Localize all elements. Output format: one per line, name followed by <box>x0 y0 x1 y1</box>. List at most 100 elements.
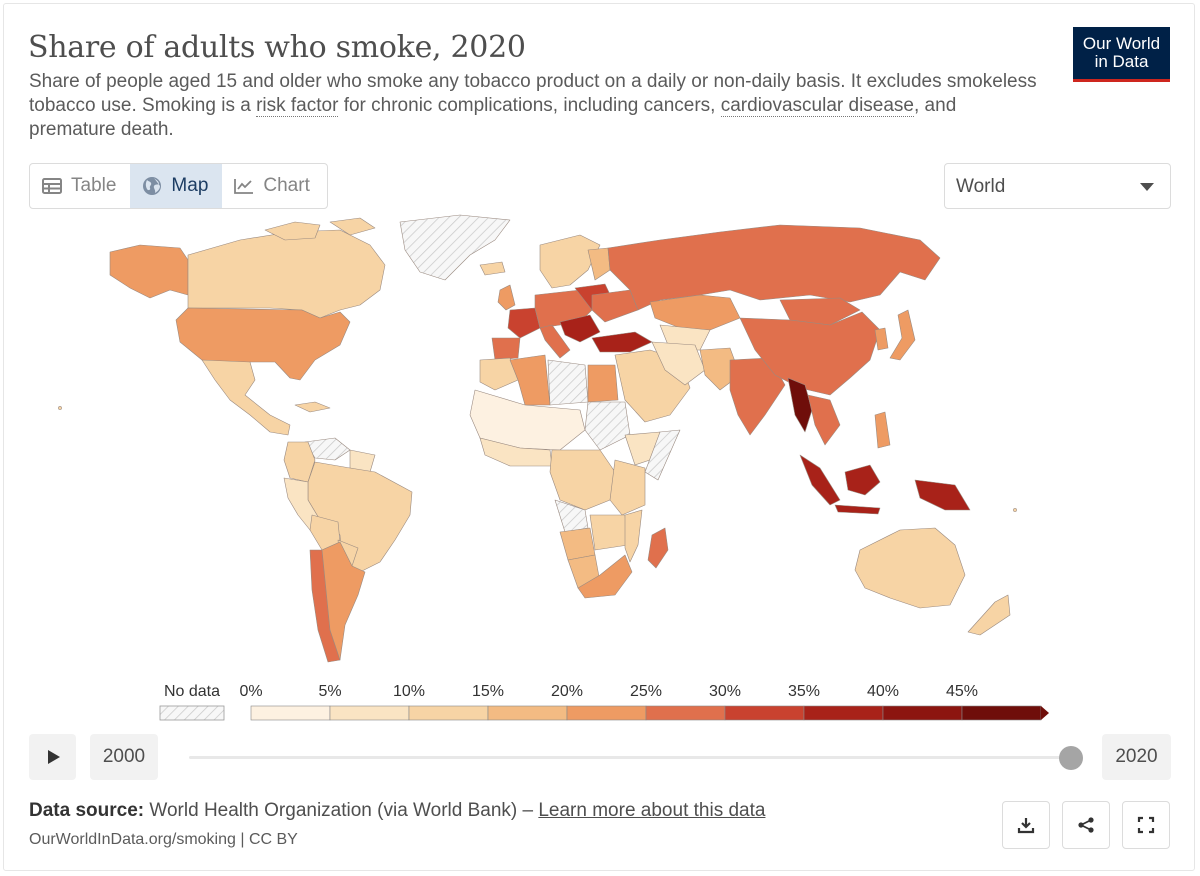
region-somalia[interactable] <box>644 429 681 481</box>
tab-chart[interactable]: Chart <box>222 164 323 208</box>
region-italy[interactable] <box>539 324 571 359</box>
data-source-label: Data source: <box>29 800 145 821</box>
legend-swatch[interactable] <box>724 705 805 721</box>
region-korea[interactable] <box>874 327 889 351</box>
region-caribbean[interactable] <box>294 401 331 413</box>
region-thailand[interactable] <box>807 394 841 446</box>
legend-swatch[interactable] <box>882 705 963 721</box>
region-russia[interactable] <box>607 224 941 311</box>
legend-swatch[interactable] <box>408 705 489 721</box>
region-angola[interactable] <box>559 527 596 561</box>
region-argentina[interactable] <box>321 541 366 661</box>
region-zambia[interactable] <box>589 514 629 551</box>
region-usa[interactable] <box>175 307 351 381</box>
legend-tick-label: 30% <box>709 683 741 700</box>
region-myanmar[interactable] <box>787 377 813 433</box>
region-borneo[interactable] <box>844 464 881 496</box>
owid-logo[interactable]: Our World in Data <box>1073 27 1170 82</box>
region-france[interactable] <box>507 307 541 339</box>
logo-line-2: in Data <box>1094 52 1149 71</box>
legend-arrow-tip <box>1041 706 1049 720</box>
region-greenland[interactable] <box>399 214 511 281</box>
region-arctic-islands[interactable] <box>264 217 376 241</box>
learn-more-link[interactable]: Learn more about this data <box>538 800 766 821</box>
tab-map-label: Map <box>171 175 209 196</box>
timeline-track[interactable] <box>189 756 1073 759</box>
region-new-guinea[interactable] <box>914 479 971 511</box>
cardiovascular-disease-link[interactable]: cardiovascular disease <box>720 95 914 117</box>
tab-map[interactable]: Map <box>130 164 223 208</box>
region-finland[interactable] <box>587 247 611 281</box>
region-sudan[interactable] <box>584 401 631 451</box>
region-central-africa[interactable] <box>549 449 616 511</box>
legend-tick-label: 0% <box>239 683 262 700</box>
line-chart-icon <box>234 179 254 194</box>
legend-tick-label: 40% <box>867 683 899 700</box>
legend-swatch[interactable] <box>961 705 1042 721</box>
legend-no-data-label: No data <box>164 683 220 700</box>
legend-swatch[interactable] <box>250 705 331 721</box>
region-mexico[interactable] <box>201 359 291 436</box>
region-philippines[interactable] <box>874 411 891 449</box>
region-mozambique[interactable] <box>624 509 643 563</box>
view-tabs: Table Map Chart <box>29 163 328 209</box>
legend-tick-label: 5% <box>318 683 341 700</box>
region-australia[interactable] <box>854 527 966 609</box>
region-china[interactable] <box>739 311 881 396</box>
region-alaska[interactable] <box>109 244 189 299</box>
chevron-down-icon <box>1140 183 1154 191</box>
region-new-zealand[interactable] <box>967 594 1011 636</box>
region-kazakhstan[interactable] <box>649 294 741 331</box>
download-button[interactable] <box>1002 801 1050 849</box>
region-east-africa[interactable] <box>609 459 646 516</box>
legend-tick-label: 15% <box>472 683 504 700</box>
risk-factor-link[interactable]: risk factor <box>256 95 339 117</box>
region-japan[interactable] <box>889 309 916 361</box>
chart-subtitle: Share of people aged 15 and older who sm… <box>29 70 1039 142</box>
region-south-africa[interactable] <box>577 554 633 599</box>
download-icon <box>1017 818 1035 834</box>
region-select[interactable]: World <box>944 163 1171 209</box>
share-icon <box>1078 817 1094 833</box>
region-java[interactable] <box>834 504 881 515</box>
region-libya[interactable] <box>547 359 589 406</box>
logo-line-1: Our World <box>1082 34 1161 53</box>
legend-tick-label: 45% <box>946 683 978 700</box>
timeline-start-year[interactable]: 2000 <box>90 734 158 780</box>
fullscreen-icon <box>1137 816 1155 834</box>
region-spain[interactable] <box>491 337 521 361</box>
legend-swatch[interactable] <box>487 705 568 721</box>
chart-frame <box>3 3 1195 871</box>
region-iran[interactable] <box>651 341 706 386</box>
region-mongolia[interactable] <box>779 297 861 326</box>
tab-table[interactable]: Table <box>30 164 130 208</box>
region-iceland[interactable] <box>479 261 506 276</box>
play-button[interactable] <box>29 734 76 780</box>
timeline-handle[interactable] <box>1059 746 1083 770</box>
subtitle-text: , and premature death. <box>29 95 957 140</box>
region-algeria[interactable] <box>509 354 551 406</box>
region-hawaii[interactable] <box>58 406 62 410</box>
region-sumatra[interactable] <box>799 454 841 506</box>
data-source: Data source: World Health Organization (… <box>29 800 765 822</box>
region-scandinavia[interactable] <box>539 234 601 289</box>
legend-swatch[interactable] <box>329 705 410 721</box>
region-morocco[interactable] <box>479 357 519 391</box>
legend-swatch[interactable] <box>645 705 726 721</box>
legend-swatch[interactable] <box>803 705 884 721</box>
fullscreen-button[interactable] <box>1122 801 1170 849</box>
share-button[interactable] <box>1062 801 1110 849</box>
play-icon <box>48 750 60 764</box>
region-pacific-islands[interactable] <box>1013 508 1017 512</box>
region-uk[interactable] <box>497 284 516 311</box>
legend-swatch[interactable] <box>566 705 647 721</box>
region-canada[interactable] <box>187 229 386 319</box>
region-madagascar[interactable] <box>647 527 669 569</box>
region-turkey[interactable] <box>591 331 653 353</box>
globe-icon <box>143 177 162 195</box>
region-ukraine[interactable] <box>591 289 639 323</box>
citation: OurWorldInData.org/smoking | CC BY <box>29 831 298 848</box>
region-balkans[interactable] <box>559 314 601 343</box>
region-egypt[interactable] <box>587 364 619 403</box>
timeline-end-year[interactable]: 2020 <box>1102 734 1171 780</box>
